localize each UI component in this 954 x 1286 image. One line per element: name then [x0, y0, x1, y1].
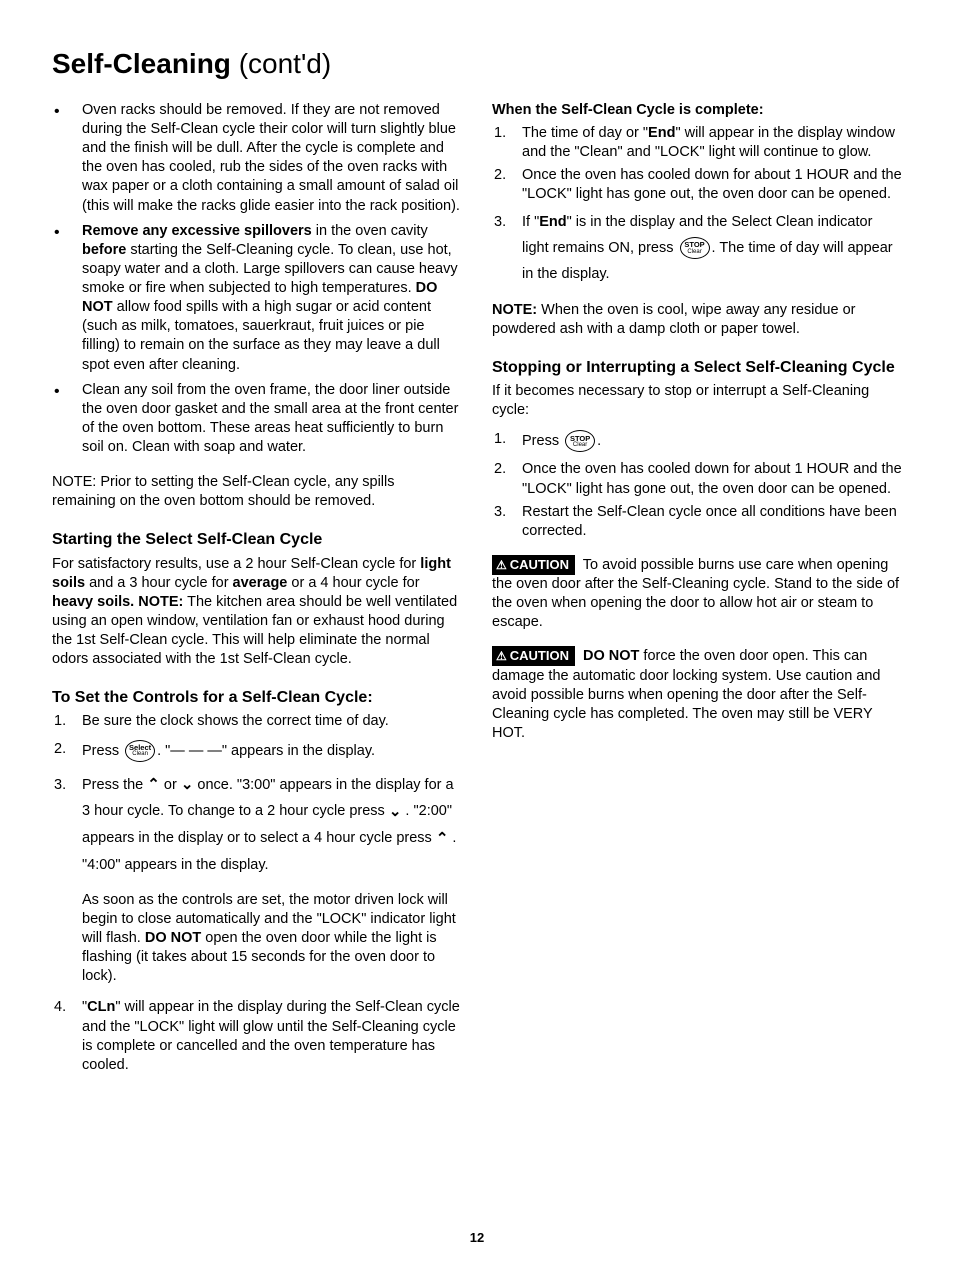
- stop-clear-button-icon: STOPClear: [680, 237, 710, 259]
- text: If ": [522, 214, 539, 230]
- text-bold: heavy soils. NOTE:: [52, 594, 183, 610]
- title-contd: (cont'd): [231, 48, 331, 79]
- list-item: 2.Once the oven has cooled down for abou…: [522, 166, 902, 204]
- title-main: Self-Cleaning: [52, 48, 231, 79]
- caution-badge-icon: CAUTION: [492, 555, 575, 575]
- caution-paragraph: CAUTION To avoid possible burns use care…: [492, 555, 902, 633]
- text-bold: NOTE:: [492, 302, 537, 318]
- text-bold: Remove any excessive spillovers: [82, 223, 312, 239]
- text: " will appear in the display during the …: [82, 999, 460, 1072]
- list-item: Oven racks should be removed. If they ar…: [82, 101, 462, 216]
- set-controls-list: 1.Be sure the clock shows the correct ti…: [52, 712, 462, 1075]
- text: Oven racks should be removed. If they ar…: [82, 102, 460, 214]
- caution-paragraph: CAUTION DO NOT force the oven door open.…: [492, 646, 902, 743]
- subheading-set-controls: To Set the Controls for a Self-Clean Cyc…: [52, 687, 462, 708]
- text: For satisfactory results, use a 2 hour S…: [52, 556, 420, 572]
- text: Once the oven has cooled down for about …: [522, 167, 902, 202]
- list-item: 3. If "End" is in the display and the Se…: [522, 209, 902, 287]
- text: Press the: [82, 777, 147, 793]
- text: in the oven cavity: [312, 223, 428, 239]
- text: Press: [82, 742, 123, 758]
- text: .: [597, 433, 601, 449]
- paragraph: If it becomes necessary to stop or inter…: [492, 382, 902, 420]
- paragraph: For satisfactory results, use a 2 hour S…: [52, 555, 462, 670]
- right-column: When the Self-Clean Cycle is complete: 1…: [492, 101, 902, 1089]
- select-clean-button-icon: SelectClean: [125, 740, 155, 762]
- text: Once the oven has cooled down for about …: [522, 461, 902, 496]
- list-item: 3. Press the ⌃ or ⌄ once. "3:00" appears…: [82, 772, 462, 987]
- list-item: 3.Restart the Self-Clean cycle once all …: [522, 503, 902, 541]
- text: and a 3 hour cycle for: [85, 575, 233, 591]
- text-bold: End: [539, 214, 566, 230]
- down-arrow-icon: ⌄: [181, 777, 194, 792]
- stop-clear-button-icon: STOPClear: [565, 430, 595, 452]
- text: or: [160, 777, 181, 793]
- down-arrow-icon: ⌄: [389, 804, 402, 819]
- list-item: 2. Press SelectClean. "— — —" appears in…: [82, 740, 462, 762]
- text: starting the Self-Cleaning cycle. To cle…: [82, 242, 458, 296]
- two-column-layout: Oven racks should be removed. If they ar…: [52, 101, 902, 1089]
- caution-badge-icon: CAUTION: [492, 646, 575, 666]
- prep-bullet-list: Oven racks should be removed. If they ar…: [52, 101, 462, 457]
- text: When the oven is cool, wipe away any res…: [492, 302, 855, 337]
- text-bold: before: [82, 242, 126, 258]
- text: Be sure the clock shows the correct time…: [82, 713, 389, 729]
- page-title: Self-Cleaning (cont'd): [52, 46, 902, 83]
- list-item: 1. The time of day or "End" will appear …: [522, 124, 902, 162]
- subheading-stopping: Stopping or Interrupting a Select Self-C…: [492, 357, 902, 378]
- list-item: Remove any excessive spillovers in the o…: [82, 222, 462, 375]
- text-bold: CLn: [87, 999, 115, 1015]
- text-bold: DO NOT: [583, 648, 639, 664]
- note-paragraph: NOTE: Prior to setting the Self-Clean cy…: [52, 473, 462, 511]
- list-item: 1.Be sure the clock shows the correct ti…: [82, 712, 462, 731]
- text: . "— — —" appears in the display.: [157, 742, 375, 758]
- text-bold: End: [648, 125, 675, 141]
- text: Restart the Self-Clean cycle once all co…: [522, 504, 897, 539]
- text: Clean any soil from the oven frame, the …: [82, 382, 458, 455]
- text: allow food spills with a high sugar or a…: [82, 299, 440, 372]
- subheading-starting: Starting the Select Self-Clean Cycle: [52, 529, 462, 550]
- up-arrow-icon: ⌃: [147, 777, 160, 792]
- text-bold: average: [233, 575, 288, 591]
- list-item: 2.Once the oven has cooled down for abou…: [522, 460, 902, 498]
- up-arrow-icon: ⌃: [436, 831, 449, 846]
- list-item: 1. Press STOPClear.: [522, 430, 902, 452]
- text: Press: [522, 433, 563, 449]
- list-item: Clean any soil from the oven frame, the …: [82, 381, 462, 458]
- text-bold: DO NOT: [145, 930, 201, 946]
- stopping-list: 1. Press STOPClear. 2.Once the oven has …: [492, 430, 902, 541]
- text: The time of day or ": [522, 125, 648, 141]
- left-column: Oven racks should be removed. If they ar…: [52, 101, 462, 1089]
- list-item: 4. "CLn" will appear in the display duri…: [82, 998, 462, 1075]
- page-number: 12: [52, 1229, 902, 1246]
- complete-list: 1. The time of day or "End" will appear …: [492, 124, 902, 287]
- note-paragraph: NOTE: When the oven is cool, wipe away a…: [492, 301, 902, 339]
- subheading-complete: When the Self-Clean Cycle is complete:: [492, 101, 902, 120]
- text: or a 4 hour cycle for: [287, 575, 419, 591]
